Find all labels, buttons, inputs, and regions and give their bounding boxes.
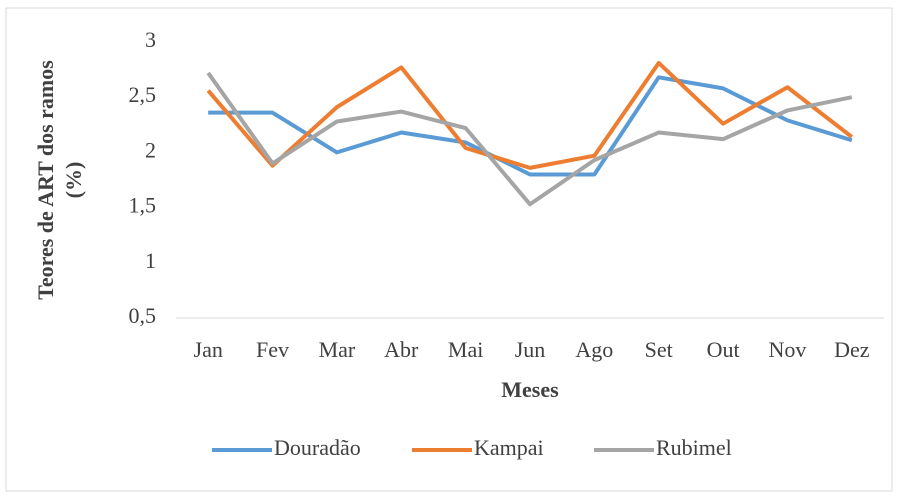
legend-label: Kampai bbox=[474, 435, 544, 460]
y-tick-label: 1 bbox=[145, 248, 156, 273]
x-tick-label: Abr bbox=[384, 337, 419, 362]
series-line bbox=[206, 60, 854, 170]
series-line bbox=[206, 71, 853, 207]
y-tick-label: 3 bbox=[145, 27, 156, 52]
series-line bbox=[208, 75, 853, 177]
x-tick-label: Jan bbox=[194, 337, 223, 362]
x-tick-label: Mar bbox=[319, 337, 356, 362]
y-tick-label: 0,5 bbox=[129, 303, 157, 328]
y-axis-title-line: (%) bbox=[61, 162, 86, 199]
x-axis-title: Meses bbox=[501, 377, 559, 402]
x-tick-label: Out bbox=[707, 337, 740, 362]
chart-border bbox=[5, 7, 893, 492]
x-tick-label: Mai bbox=[448, 337, 483, 362]
y-tick-label: 2 bbox=[145, 137, 156, 162]
x-tick-label: Nov bbox=[769, 337, 807, 362]
x-tick-label: Ago bbox=[575, 337, 613, 362]
y-tick-label: 1,5 bbox=[129, 193, 157, 218]
y-tick-label: 2,5 bbox=[129, 82, 157, 107]
x-tick-label: Set bbox=[645, 337, 673, 362]
x-tick-label: Dez bbox=[834, 337, 870, 362]
legend-label: Rubimel bbox=[656, 435, 732, 460]
legend-label: Douradão bbox=[274, 435, 361, 460]
y-axis-title: Teores de ART dos ramos (%) bbox=[33, 60, 86, 300]
x-tick-label: Jun bbox=[515, 337, 546, 362]
y-axis-title-line: Teores de ART dos ramos bbox=[33, 60, 58, 300]
x-tick-label: Fev bbox=[256, 337, 289, 362]
